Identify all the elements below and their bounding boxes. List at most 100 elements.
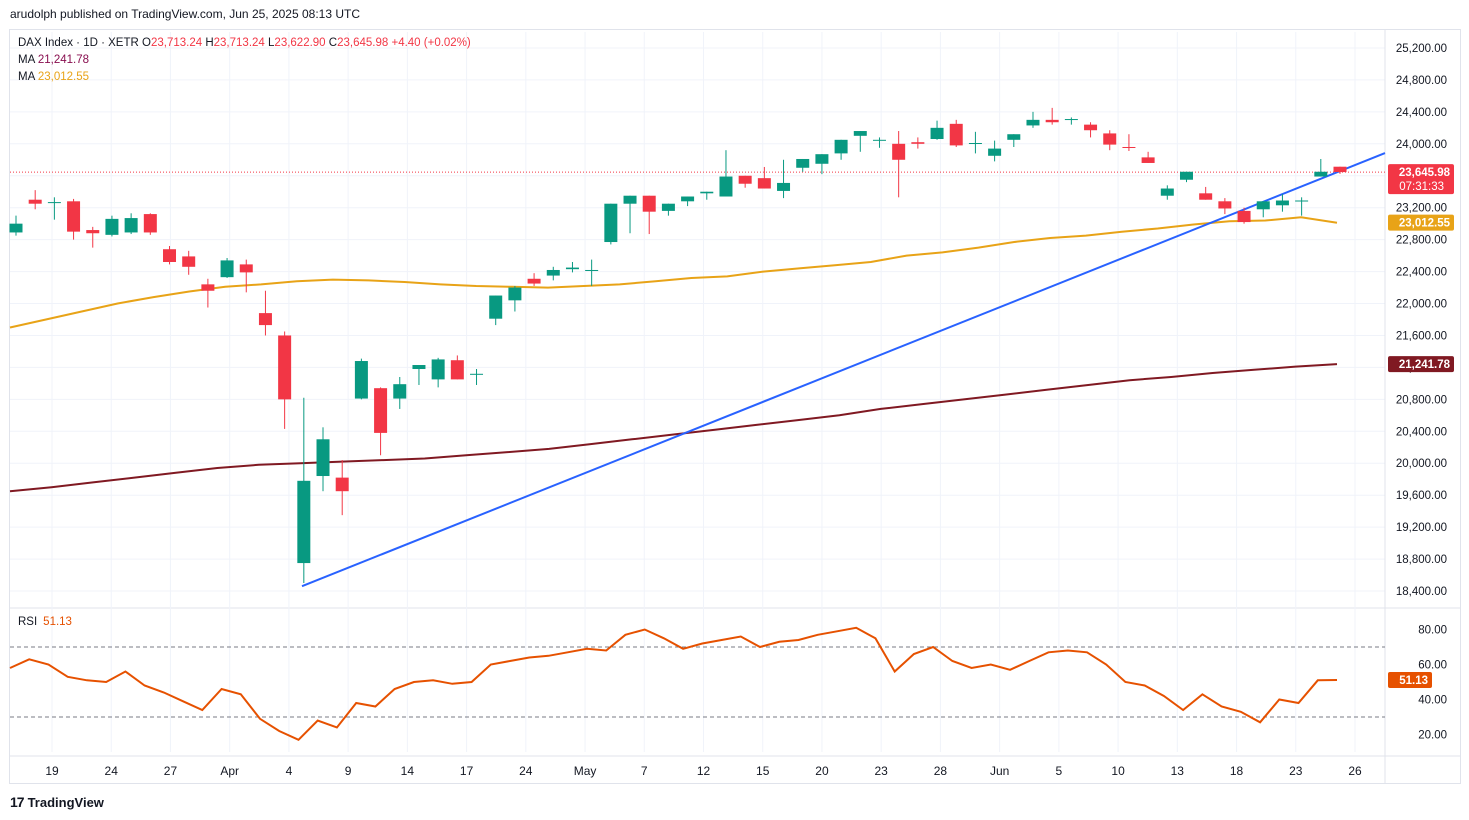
candle-body: [297, 480, 311, 564]
time-tick-label: Apr: [220, 764, 239, 778]
ma-slow-line: [9, 363, 1338, 493]
candle-body: [834, 139, 848, 154]
time-tick-label: May: [574, 764, 597, 778]
countdown-label: 07:31:33: [1399, 181, 1444, 193]
candle-body: [930, 127, 944, 140]
candle-body: [239, 264, 253, 273]
candle-body: [815, 154, 829, 164]
candle-body: [585, 269, 599, 271]
ma-slow-label: MA: [18, 54, 35, 66]
candle-body: [1084, 124, 1098, 131]
price-axis-tag-label: 23,645.98: [1399, 167, 1451, 179]
price-tick-label: 24,400.00: [1396, 107, 1447, 119]
candle-body: [1141, 157, 1155, 163]
high-value: 23,713.24: [213, 37, 265, 49]
time-tick-label: 9: [345, 764, 352, 778]
candle-body: [1103, 133, 1117, 145]
rsi-label: RSI: [18, 616, 38, 628]
rsi-tick-label: 40.00: [1418, 695, 1447, 707]
time-tick-label: 19: [45, 764, 59, 778]
time-tick-label: 23: [875, 764, 889, 778]
low-value: 23,622.90: [274, 37, 326, 49]
candle-body: [470, 373, 484, 375]
price-tick-label: 18,800.00: [1396, 554, 1447, 566]
candle-body: [1275, 200, 1289, 206]
ma-fast-row[interactable]: MA 23,012.55: [18, 69, 471, 86]
candle-body: [489, 295, 503, 319]
candle-body: [700, 191, 714, 194]
rsi-axis-tag: [1388, 672, 1432, 689]
time-tick-label: 27: [164, 764, 178, 778]
candle-body: [661, 203, 675, 211]
candle-body: [1218, 201, 1232, 209]
footer-brand[interactable]: 17 TradingView: [10, 794, 104, 810]
time-tick-label: 24: [519, 764, 533, 778]
candle-body: [1333, 166, 1347, 173]
rsi-tick-label: 20.00: [1418, 730, 1447, 742]
candle-body: [508, 287, 522, 301]
price-tick-label: 22,800.00: [1396, 235, 1447, 247]
price-tick-label: 19,200.00: [1396, 522, 1447, 534]
price-axis-tag: [1388, 356, 1454, 373]
candle-body: [642, 195, 656, 212]
candle-body: [777, 182, 791, 191]
candle-body: [201, 284, 215, 291]
candle-body: [182, 256, 196, 267]
price-axis-tag: [1388, 214, 1454, 231]
symbol-label[interactable]: DAX Index · 1D · XETR: [18, 37, 139, 49]
ma-slow-value: 21,241.78: [37, 54, 89, 66]
price-tick-label: 18,400.00: [1396, 586, 1447, 598]
candle-body: [988, 148, 1002, 156]
candle-body: [258, 313, 272, 326]
time-tick-label: 10: [1111, 764, 1125, 778]
candle-body: [220, 260, 234, 278]
candle-body: [872, 139, 886, 141]
price-tick-label: 20,000.00: [1396, 458, 1447, 470]
price-tick-label: 24,000.00: [1396, 139, 1447, 151]
rsi-legend[interactable]: RSI 51.13: [18, 616, 72, 628]
time-tick-label: 26: [1348, 764, 1362, 778]
tradingview-logo-icon: 17: [10, 794, 25, 810]
time-tick-label: 23: [1289, 764, 1303, 778]
candle-body: [450, 360, 464, 380]
ma-slow-row[interactable]: MA 21,241.78: [18, 52, 471, 69]
rsi-line: [9, 626, 1338, 741]
ma-fast-line: [9, 216, 1338, 329]
candle-body: [1026, 119, 1040, 126]
candle-body: [1045, 119, 1059, 123]
time-tick-label: 4: [286, 764, 293, 778]
time-tick-label: 15: [756, 764, 770, 778]
candle-body: [1007, 134, 1021, 140]
candle-body: [892, 143, 906, 160]
price-axis-tag: [1388, 164, 1454, 195]
candle-body: [853, 131, 867, 136]
candle-body: [1314, 171, 1328, 177]
candle-body: [1295, 200, 1309, 202]
trendline: [301, 152, 1386, 588]
candle-body: [1122, 146, 1136, 148]
low-label: L: [268, 37, 275, 49]
time-tick-label: 13: [1171, 764, 1185, 778]
rsi-axis-tag-label: 51.13: [1399, 675, 1428, 687]
candle-body: [719, 176, 733, 197]
ma-fast-label: MA: [18, 71, 35, 83]
time-tick-label: 20: [815, 764, 829, 778]
candle-body: [412, 365, 426, 370]
candle-body: [565, 267, 579, 270]
candle-body: [105, 218, 119, 235]
price-tick-label: 24,800.00: [1396, 75, 1447, 87]
candle-body: [757, 178, 771, 189]
candle-body: [393, 384, 407, 399]
candle-body: [738, 175, 752, 184]
chart-frame: [9, 29, 1461, 784]
close-label: C: [328, 37, 338, 49]
time-tick-label: 12: [697, 764, 711, 778]
candle-body: [335, 477, 349, 492]
candle-body: [316, 439, 330, 477]
open-label: O: [142, 37, 151, 49]
candle-body: [47, 202, 61, 204]
time-tick-label: 14: [401, 764, 415, 778]
candle-body: [1199, 193, 1213, 200]
candle-body: [604, 203, 618, 243]
